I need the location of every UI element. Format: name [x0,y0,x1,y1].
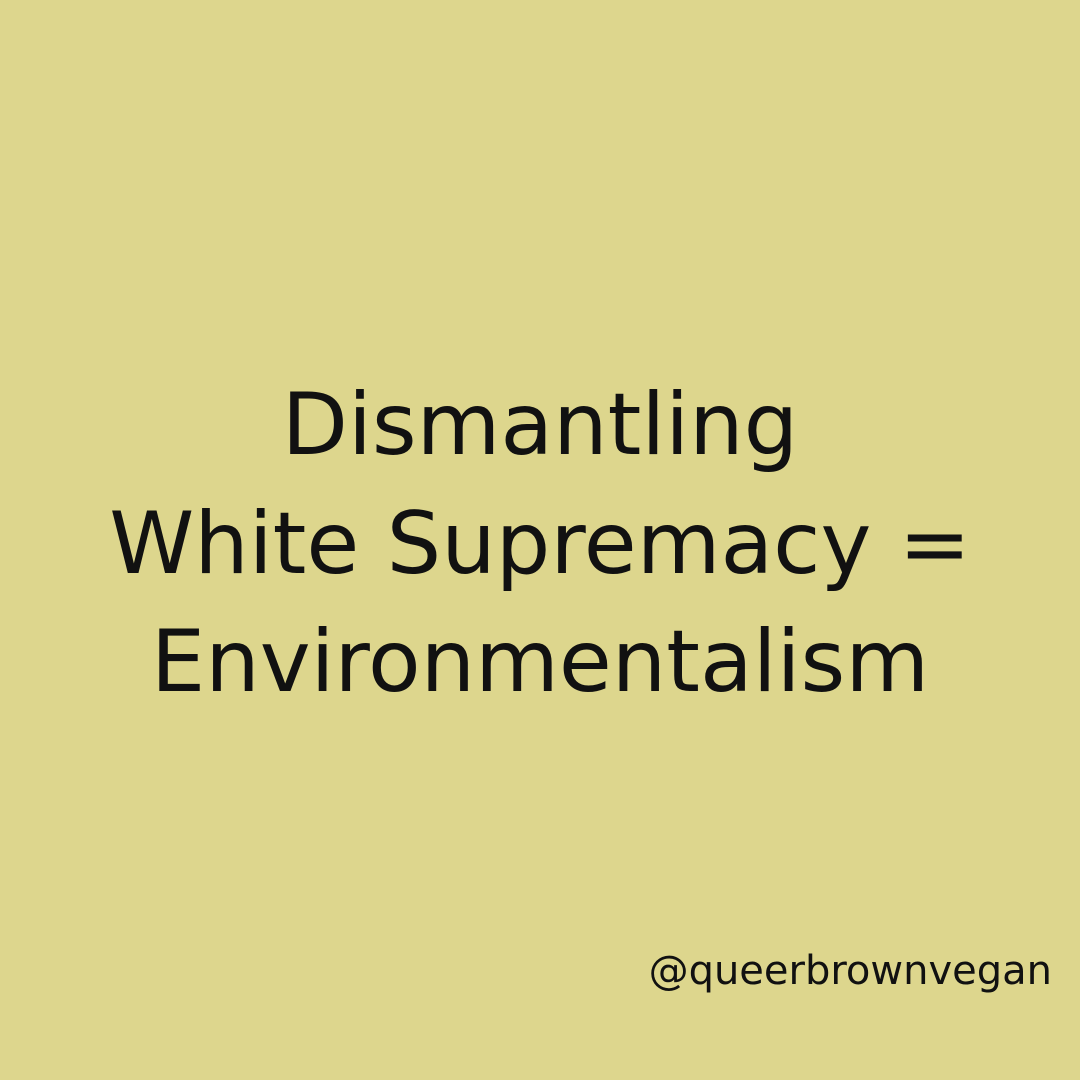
headline-line-3: Environmentalism [150,612,930,713]
headline-line-1: Dismantling [281,375,799,475]
headline-line-2: White Supremacy = [109,493,971,594]
headline: Dismantling White Supremacy = Environmen… [40,366,1040,722]
account-handle: @queerbrownvegan [648,948,1052,994]
